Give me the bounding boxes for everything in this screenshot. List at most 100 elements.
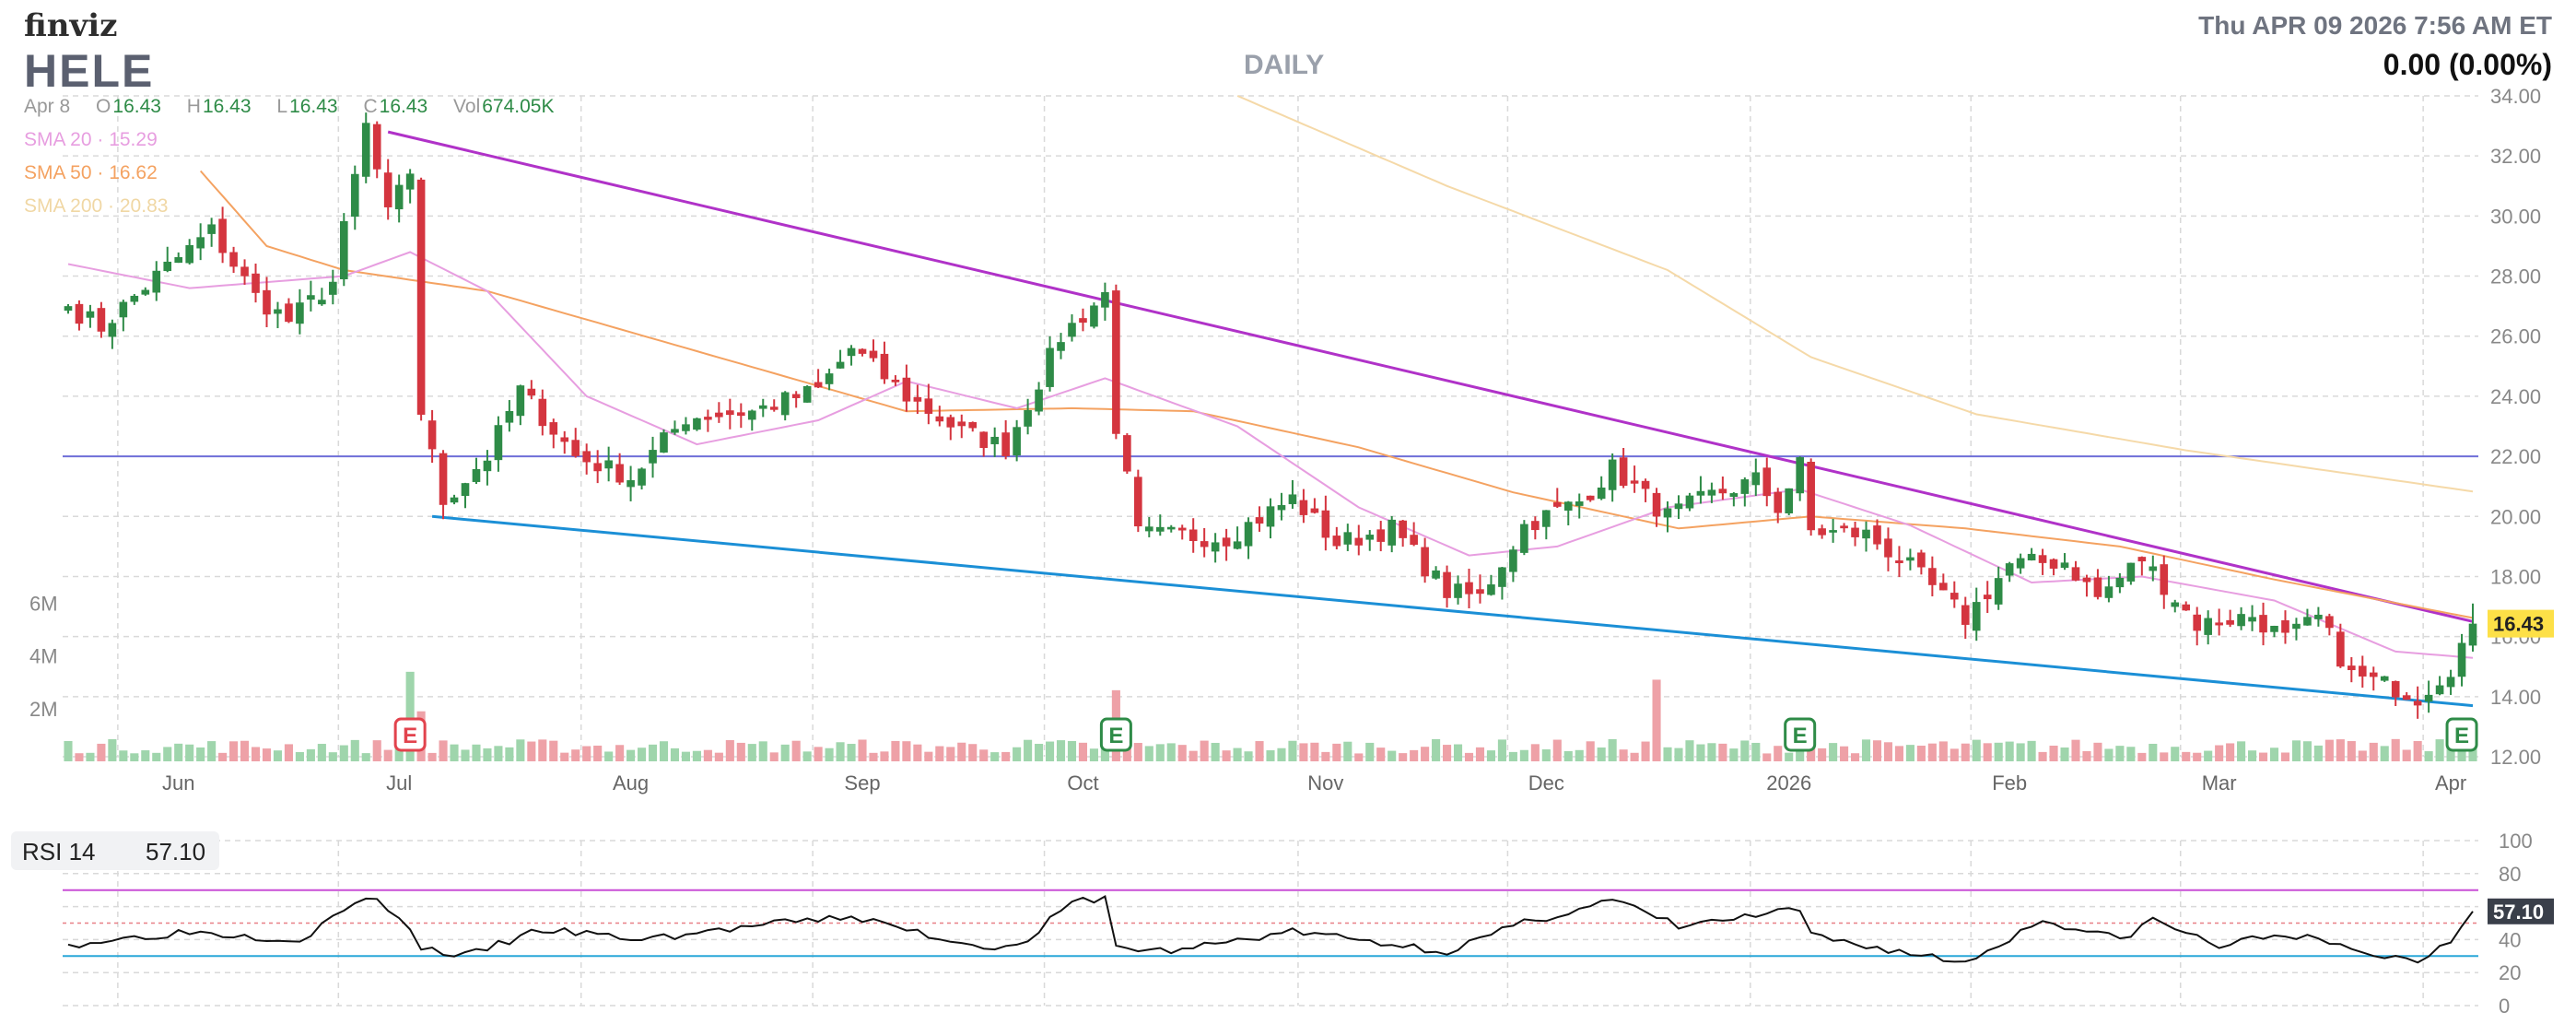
volume-bar: [1619, 749, 1628, 761]
candle-body: [1751, 472, 1761, 486]
volume-bar: [1718, 743, 1727, 761]
candle-body: [935, 416, 944, 422]
candle-body: [1454, 583, 1462, 598]
ohlc-date: Apr 8: [24, 96, 71, 117]
candle-body: [747, 410, 756, 420]
volume-bar: [1177, 745, 1187, 761]
candle: [2446, 669, 2455, 695]
candle: [2314, 606, 2323, 627]
candle-body: [814, 382, 823, 388]
candle-body: [2193, 614, 2202, 631]
rsi-tick-label: 40: [2499, 928, 2521, 951]
candle-body: [2402, 695, 2411, 700]
rsi-tick-label: 100: [2499, 830, 2533, 853]
sma20-legend[interactable]: SMA 20 · 15.29: [24, 129, 158, 150]
candle: [527, 380, 536, 400]
volume-bar: [791, 740, 801, 761]
volume-bar: [1740, 740, 1750, 761]
volume-bar: [1067, 740, 1077, 761]
volume-bar: [361, 753, 370, 761]
volume-bar: [1530, 744, 1540, 761]
candle-body: [405, 173, 415, 190]
candle-body: [957, 421, 966, 427]
candle-body: [2215, 622, 2223, 626]
sma50-legend[interactable]: SMA 50 · 16.62: [24, 162, 158, 183]
candle: [704, 409, 712, 432]
volume-bar: [2468, 743, 2477, 761]
earnings-marker: [393, 717, 427, 752]
candle-body: [2027, 553, 2036, 560]
sma200-legend[interactable]: SMA 200 · 20.83: [24, 195, 169, 217]
volume-bar: [1222, 750, 1231, 761]
candle: [1443, 565, 1451, 608]
candle-body: [780, 392, 790, 416]
open-key: O: [96, 96, 111, 117]
candle: [1498, 567, 1506, 600]
volume-bar: [2060, 748, 2069, 761]
volume-bar: [638, 748, 647, 761]
candle: [747, 409, 756, 431]
price-tick-label: 34.00: [2490, 85, 2541, 108]
volume-bar: [1916, 746, 1926, 761]
candle-body: [2336, 631, 2345, 667]
volume-bar: [1354, 753, 1364, 761]
volume-bar: [1376, 748, 1386, 761]
volume-bar: [2380, 746, 2389, 761]
volume-bar: [505, 747, 514, 761]
candle-body: [218, 218, 227, 253]
candle: [1101, 282, 1109, 321]
candle-body: [902, 377, 911, 402]
volume-bar: [306, 748, 315, 761]
candle-body: [163, 261, 172, 272]
volume-bar: [1905, 745, 1914, 761]
candle: [1774, 488, 1783, 524]
candle: [858, 348, 867, 357]
candle-body: [1994, 578, 2003, 605]
candle-body: [2457, 642, 2466, 677]
rsi-last-label: 57.10: [2493, 901, 2544, 924]
volume-bar: [1233, 748, 1242, 761]
volume-bar: [1464, 752, 1474, 761]
volume-bar: [626, 749, 636, 761]
price-tick-label: 32.00: [2490, 145, 2541, 168]
volume-bar: [725, 740, 734, 761]
timeframe-label[interactable]: DAILY: [1244, 50, 1325, 80]
volume-bar: [979, 749, 989, 761]
rsi-label-box[interactable]: [11, 831, 219, 870]
finviz-logo[interactable]: finviz: [24, 7, 118, 44]
candle-body: [615, 464, 624, 483]
volume-bar: [207, 741, 217, 761]
candle-body: [1917, 552, 1926, 568]
candle-body: [1939, 583, 1948, 591]
candle: [2104, 575, 2113, 603]
rsi-value: 57.10: [146, 838, 206, 865]
volume-bar: [1035, 744, 1044, 761]
candle: [1729, 491, 1739, 507]
low-value: 16.43: [289, 96, 338, 117]
volume-bar: [516, 739, 525, 761]
candle-body: [802, 385, 812, 403]
candle: [1663, 500, 1672, 533]
volume-bar: [218, 752, 228, 761]
volume-bar: [1299, 743, 1308, 761]
candle: [1166, 524, 1176, 533]
volume-bar: [1994, 742, 2003, 761]
candle-body: [141, 289, 150, 295]
candle-body: [494, 425, 503, 461]
candle-body: [1421, 547, 1429, 577]
candle-body: [1762, 467, 1772, 497]
candle: [1134, 469, 1142, 533]
volume-bar: [681, 751, 691, 761]
candle: [2082, 574, 2091, 597]
candle: [1299, 489, 1308, 524]
candle: [2016, 553, 2025, 574]
volume-bar: [858, 739, 867, 761]
candle-body: [483, 460, 492, 472]
candle-body: [946, 417, 955, 428]
candle-body: [2391, 680, 2400, 698]
candle-body: [1895, 560, 1903, 564]
candle: [152, 261, 161, 301]
candle: [2137, 556, 2147, 576]
price-tick-label: 22.00: [2490, 445, 2541, 468]
